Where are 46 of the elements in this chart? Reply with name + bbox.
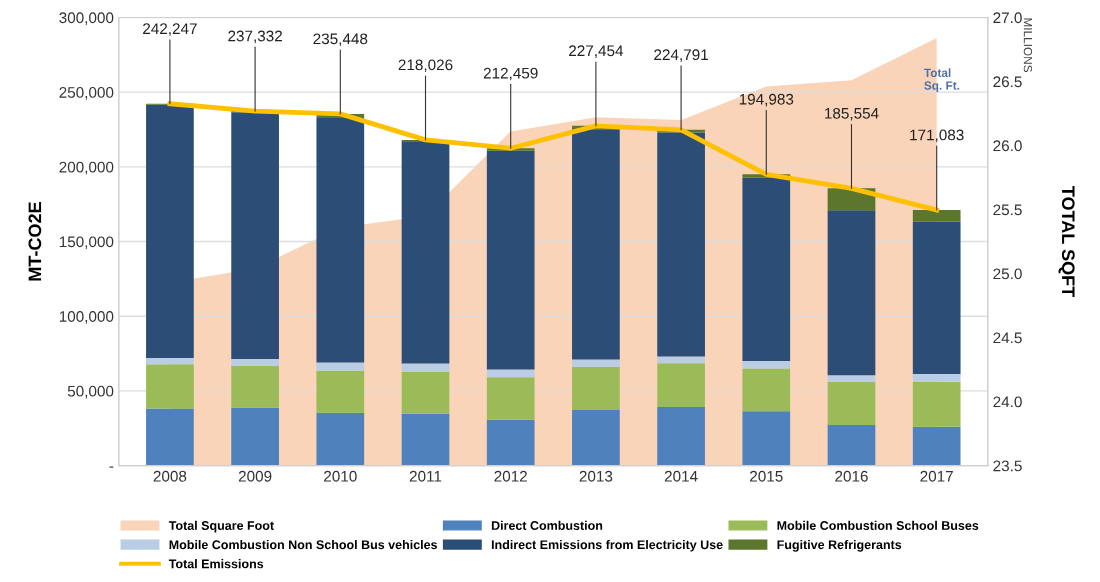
y-tick-label: 50,000 xyxy=(67,385,114,399)
data-label: 235,448 xyxy=(313,33,368,47)
data-label: 224,791 xyxy=(654,49,708,62)
y2-tick-label: 23.5 xyxy=(993,460,1022,472)
text: MILLIONS xyxy=(1023,18,1033,73)
y2-tick-label: 26.0 xyxy=(993,140,1022,152)
y-tick-label: 150,000 xyxy=(59,236,114,250)
x-tick-label: 2015 xyxy=(750,470,783,482)
x-tick-label: 2010 xyxy=(324,470,357,482)
x-tick-label: 2009 xyxy=(238,470,272,482)
x-tick-label: 2017 xyxy=(920,470,953,482)
data-label: 237,332 xyxy=(228,30,282,44)
y2-tick-label: 26.5 xyxy=(993,76,1022,88)
x-tick-label: 2013 xyxy=(579,470,613,482)
y-tick-label: 300,000 xyxy=(59,12,114,25)
legend-label: Mobile Combustion School Buses xyxy=(777,520,979,530)
y2-tick-label: 25.5 xyxy=(993,204,1022,216)
y2-tick-label: 24.0 xyxy=(993,396,1022,408)
data-label: 242,247 xyxy=(143,23,197,36)
x-tick-label: 2016 xyxy=(835,470,868,482)
data-label: 194,983 xyxy=(739,93,794,107)
x-tick-label: 2011 xyxy=(409,470,442,482)
legend-label: Indirect Emissions from Electricity Use xyxy=(491,539,723,552)
data-label: 212,459 xyxy=(483,67,538,81)
legend-label: Total Square Foot xyxy=(168,520,274,533)
legend-label: Fugitive Refrigerants xyxy=(777,539,902,552)
y2-axis-title: TOTAL SQFT xyxy=(1058,186,1075,298)
data-label: 218,026 xyxy=(398,59,453,73)
y-tick-label: 200,000 xyxy=(59,161,114,175)
legend-label: Direct Combustion xyxy=(491,520,603,530)
y-tick-label: - xyxy=(109,466,114,468)
y2-tick-label: 27.0 xyxy=(993,12,1022,24)
annotation: Total Sq. Ft. xyxy=(924,68,960,93)
y2-tick-label: 24.5 xyxy=(993,332,1022,344)
x-tick-label: 2008 xyxy=(153,470,187,482)
data-label: 171,083 xyxy=(910,129,964,143)
legend-label: Mobile Combustion Non School Bus vehicles xyxy=(169,539,438,550)
legend-label: Total Emissions xyxy=(168,559,264,569)
y2-tick-label: 25.0 xyxy=(993,268,1022,280)
y-tick-label: 100,000 xyxy=(59,311,114,324)
data-label: 227,454 xyxy=(569,45,624,58)
y-tick-label: 250,000 xyxy=(59,87,114,100)
x-tick-label: 2014 xyxy=(664,470,698,482)
y-axis-title: MT-CO2E xyxy=(28,202,42,281)
data-label: 185,554 xyxy=(825,107,879,121)
x-tick-label: 2012 xyxy=(494,470,527,482)
